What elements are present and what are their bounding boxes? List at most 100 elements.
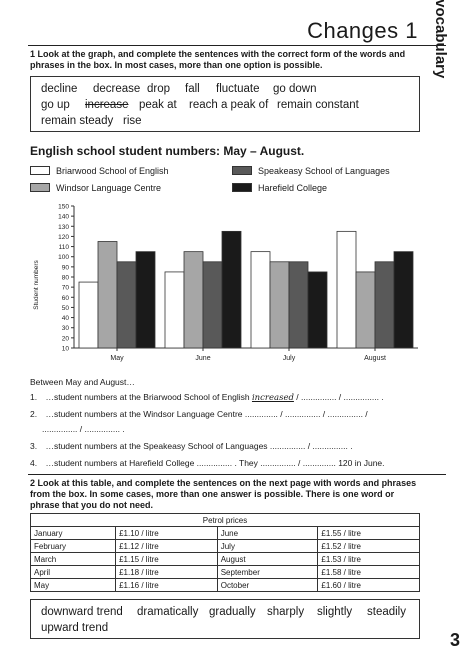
y-axis-label: Student numbers bbox=[33, 260, 40, 310]
y-tick-label: 60 bbox=[62, 295, 70, 302]
questions-intro: Between May and August… bbox=[30, 377, 135, 387]
question-number: 1. bbox=[30, 392, 38, 402]
exercise2-instruction: 2 Look at this table, and complete the s… bbox=[30, 478, 417, 510]
table-cell: August bbox=[216, 552, 319, 566]
word-item: reach a peak of bbox=[189, 99, 269, 111]
word-item: slightly bbox=[317, 606, 353, 618]
table-cell: September bbox=[216, 565, 319, 579]
bar bbox=[336, 230, 357, 349]
legend-label: Speakeasy School of Languages bbox=[258, 166, 390, 176]
bar bbox=[393, 251, 414, 349]
table-row: May £1.16 / litre October £1.60 / litre bbox=[29, 578, 420, 592]
y-tick-label: 30 bbox=[62, 325, 70, 332]
petrol-prices-table: Petrol prices January £1.10 / litre June… bbox=[29, 513, 420, 592]
legend-swatch bbox=[30, 166, 50, 175]
table-row: March £1.15 / litre August £1.53 / litre bbox=[29, 552, 420, 566]
bar bbox=[221, 230, 242, 349]
table-cell: £1.12 / litre bbox=[115, 539, 218, 553]
table-cell: January bbox=[29, 526, 117, 540]
y-tick-label: 80 bbox=[62, 275, 70, 282]
y-tick-label: 40 bbox=[62, 315, 70, 322]
bar bbox=[250, 251, 271, 349]
y-tick-label: 110 bbox=[59, 244, 70, 251]
handwritten-answer: increased bbox=[251, 393, 294, 403]
title-rule bbox=[28, 45, 446, 46]
legend-swatch bbox=[232, 166, 252, 175]
question-number: 4. bbox=[30, 458, 38, 468]
word-item: fluctuate bbox=[216, 83, 260, 95]
x-tick-label: August bbox=[364, 355, 386, 362]
legend-swatch bbox=[232, 183, 252, 192]
table-title: Petrol prices bbox=[30, 513, 420, 527]
question-2-continued: ............... / ............... . bbox=[42, 424, 125, 434]
bar bbox=[97, 241, 118, 349]
page-number: 3 bbox=[449, 630, 460, 650]
table-cell: £1.18 / litre bbox=[115, 565, 218, 579]
chart-title: English school student numbers: May – Au… bbox=[30, 144, 305, 158]
page-title: Changes 1 bbox=[307, 18, 418, 43]
table-cell: £1.53 / litre bbox=[317, 552, 420, 566]
bar bbox=[374, 261, 395, 349]
table-cell: April bbox=[29, 565, 117, 579]
y-tick-label: 140 bbox=[58, 214, 69, 221]
y-tick-label: 130 bbox=[58, 224, 69, 231]
bar-chart: 10 20 30 40 50 60 70 80 90 100 110 120 130 140 150 Stud… bbox=[33, 204, 418, 362]
section-tab: general vocabulary bbox=[424, 0, 474, 160]
x-tick-label: May bbox=[110, 355, 124, 362]
legend-item: Harefield College bbox=[232, 183, 327, 193]
word-item: go down bbox=[273, 83, 317, 95]
bar bbox=[307, 271, 328, 349]
word-item: downward trend bbox=[41, 606, 123, 618]
x-tick-label: June bbox=[195, 355, 210, 362]
y-tick-label: 150 bbox=[58, 204, 69, 211]
bar bbox=[288, 261, 309, 349]
y-tick-label: 70 bbox=[62, 285, 70, 292]
legend-swatch bbox=[30, 183, 50, 192]
question-number: 2. bbox=[30, 409, 38, 419]
legend-item: Briarwood School of English bbox=[30, 166, 169, 176]
table-cell: £1.15 / litre bbox=[115, 552, 218, 566]
legend-label: Briarwood School of English bbox=[56, 166, 169, 176]
question-4: 4. …student numbers at Harefield College… bbox=[30, 458, 385, 468]
bar bbox=[355, 271, 376, 349]
question-number: 3. bbox=[30, 441, 38, 451]
word-item: rise bbox=[123, 115, 142, 127]
legend-label: Windsor Language Centre bbox=[56, 183, 162, 193]
table-cell: March bbox=[29, 552, 117, 566]
bar bbox=[202, 261, 223, 349]
word-item: decrease bbox=[93, 83, 141, 95]
table-cell: £1.60 / litre bbox=[317, 578, 420, 592]
exercise1-instruction: 1 Look at the graph, and complete the se… bbox=[30, 49, 406, 70]
question-3: 3. …student numbers at the Speakeasy Sch… bbox=[30, 441, 353, 451]
table-cell: May bbox=[29, 578, 117, 592]
section-tab-label: general vocabulary bbox=[432, 0, 449, 79]
y-tick-label: 50 bbox=[62, 305, 70, 312]
question-tail: / ............... / ............... . bbox=[293, 392, 384, 402]
word-item: upward trend bbox=[41, 622, 109, 634]
x-tick-label: July bbox=[283, 355, 296, 362]
y-tick-label: 20 bbox=[62, 335, 70, 342]
table-cell: October bbox=[216, 578, 319, 592]
table-cell: £1.55 / litre bbox=[317, 526, 420, 540]
table-cell: £1.58 / litre bbox=[317, 565, 420, 579]
question-text: …student numbers at Harefield College ..… bbox=[45, 458, 385, 468]
question-text: …student numbers at the Windsor Language… bbox=[45, 409, 368, 419]
legend-item: Speakeasy School of Languages bbox=[232, 166, 390, 176]
legend-item: Windsor Language Centre bbox=[30, 183, 161, 193]
table-row: April £1.18 / litre September £1.58 / li… bbox=[29, 565, 420, 579]
table-cell: £1.52 / litre bbox=[317, 539, 420, 553]
table-cell: £1.10 / litre bbox=[115, 526, 218, 540]
word-item: remain steady bbox=[41, 115, 114, 127]
word-item-struck: increase bbox=[85, 99, 129, 111]
table-cell: July bbox=[216, 539, 319, 553]
question-text: …student numbers at the Briarwood School… bbox=[45, 392, 250, 402]
question-1: 1. …student numbers at the Briarwood Sch… bbox=[30, 392, 384, 403]
y-tick-label: 90 bbox=[62, 264, 70, 271]
bar bbox=[269, 261, 290, 349]
word-item: sharply bbox=[267, 606, 305, 618]
word-item: gradually bbox=[209, 606, 256, 618]
table-cell: June bbox=[216, 526, 319, 540]
word-item: dramatically bbox=[137, 606, 199, 618]
word-item: decline bbox=[41, 83, 78, 95]
exercise2-word-box: downward trend dramatically gradually sh… bbox=[30, 599, 420, 639]
